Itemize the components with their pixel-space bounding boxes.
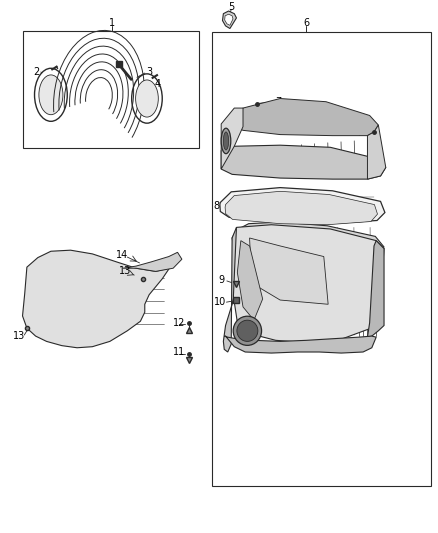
Ellipse shape xyxy=(132,74,162,123)
Polygon shape xyxy=(221,108,243,169)
Text: 13: 13 xyxy=(119,266,131,277)
Text: 12: 12 xyxy=(173,318,185,328)
Text: 14: 14 xyxy=(116,251,128,261)
Polygon shape xyxy=(224,336,376,353)
Text: 3: 3 xyxy=(146,67,152,77)
Ellipse shape xyxy=(221,128,231,154)
Polygon shape xyxy=(221,145,386,179)
Polygon shape xyxy=(367,240,384,337)
Text: 4: 4 xyxy=(155,79,161,89)
Polygon shape xyxy=(22,250,173,348)
Text: 8: 8 xyxy=(213,200,219,211)
Polygon shape xyxy=(123,252,182,271)
Text: 11: 11 xyxy=(173,347,185,357)
Ellipse shape xyxy=(233,316,261,345)
Polygon shape xyxy=(220,188,385,224)
Polygon shape xyxy=(223,11,237,29)
Text: 13: 13 xyxy=(13,331,25,341)
Ellipse shape xyxy=(35,68,67,122)
Text: 5: 5 xyxy=(228,2,234,12)
Text: 6: 6 xyxy=(303,18,309,28)
Polygon shape xyxy=(225,14,233,26)
Ellipse shape xyxy=(237,320,258,342)
Polygon shape xyxy=(237,240,263,320)
Polygon shape xyxy=(223,228,243,352)
Bar xyxy=(212,32,431,486)
Ellipse shape xyxy=(223,132,229,150)
Text: 7: 7 xyxy=(275,96,281,107)
Polygon shape xyxy=(225,191,378,225)
Bar xyxy=(22,31,199,148)
Text: 10: 10 xyxy=(214,297,226,307)
Ellipse shape xyxy=(136,80,158,117)
Text: 9: 9 xyxy=(219,275,225,285)
Polygon shape xyxy=(234,99,378,135)
Text: 1: 1 xyxy=(109,18,115,28)
Polygon shape xyxy=(250,238,328,304)
Text: 2: 2 xyxy=(33,67,39,77)
Ellipse shape xyxy=(39,75,63,115)
Polygon shape xyxy=(233,225,384,344)
Polygon shape xyxy=(367,125,386,179)
Polygon shape xyxy=(232,222,384,257)
